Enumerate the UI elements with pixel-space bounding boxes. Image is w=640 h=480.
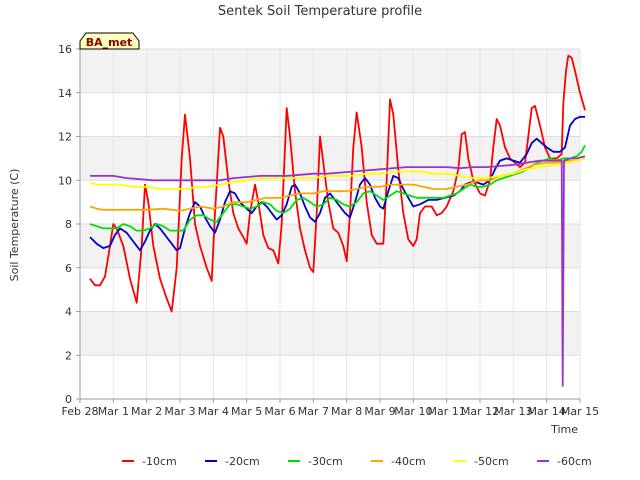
plot-band: [80, 49, 580, 93]
y-axis-ticks: 0 2 4 6 8 10 12 14 16: [58, 43, 80, 406]
x-tick-label: Mar 4: [198, 405, 229, 418]
x-tick-label: Mar 9: [364, 405, 395, 418]
series-lines: [89, 54, 586, 387]
y-tick-label: 6: [65, 262, 72, 275]
legend: -10cm -20cm -30cm -40cm -50cm -60cm: [122, 455, 592, 468]
x-tick-label: Mar 8: [331, 405, 362, 418]
y-axis-label: Soil Temperature (C): [8, 169, 21, 282]
x-tick-label: Mar 12: [461, 405, 499, 418]
plot-band: [80, 224, 580, 268]
plot-band: [80, 311, 580, 356]
x-tick-label: Mar 13: [494, 405, 532, 418]
site-badge: BA_met: [79, 32, 140, 50]
x-tick-label: Mar 5: [231, 405, 262, 418]
site-badge-label: BA_met: [86, 36, 133, 49]
y-tick-label: 2: [65, 349, 72, 362]
legend-entry-label: -10cm: [142, 455, 177, 468]
x-axis-label: Time: [550, 423, 578, 436]
series-line-60cm: [90, 155, 586, 387]
x-tick-label: Feb 28: [62, 405, 99, 418]
series-line-10cm: [89, 54, 586, 313]
y-tick-label: 16: [58, 43, 72, 56]
y-tick-label: 8: [65, 218, 72, 231]
x-tick-label: Mar 1: [98, 405, 129, 418]
y-tick-label: 14: [58, 87, 72, 100]
x-tick-label: Mar 10: [394, 405, 432, 418]
x-tick-label: Mar 14: [528, 405, 566, 418]
x-tick-label: Mar 11: [428, 405, 466, 418]
site-badge-box: [79, 32, 140, 50]
legend-entry-label: -40cm: [391, 455, 426, 468]
chart-title: Sentek Soil Temperature profile: [218, 4, 422, 19]
series-line-50cm: [89, 157, 586, 190]
legend-entry-label: -50cm: [474, 455, 509, 468]
x-axis-ticks: Feb 28 Mar 1 Mar 2 Mar 3 Mar 4 Mar 5 Mar 6 Mar …: [62, 399, 599, 418]
series-line-30cm: [89, 144, 586, 232]
x-tick-label: Mar 6: [264, 405, 295, 418]
legend-entry-label: -30cm: [308, 455, 343, 468]
legend-entry-label: -60cm: [557, 455, 592, 468]
y-tick-label: 0: [65, 393, 72, 406]
y-tick-label: 4: [65, 306, 72, 319]
x-tick-label: Mar 2: [131, 405, 162, 418]
y-tick-label: 12: [58, 131, 72, 144]
y-tick-label: 10: [58, 174, 72, 187]
x-tick-label: Mar 7: [298, 405, 329, 418]
legend-entry-label: -20cm: [225, 455, 260, 468]
series-line-20cm: [89, 115, 585, 252]
x-tick-label: Mar 15: [561, 405, 599, 418]
x-tick-label: Mar 3: [164, 405, 195, 418]
